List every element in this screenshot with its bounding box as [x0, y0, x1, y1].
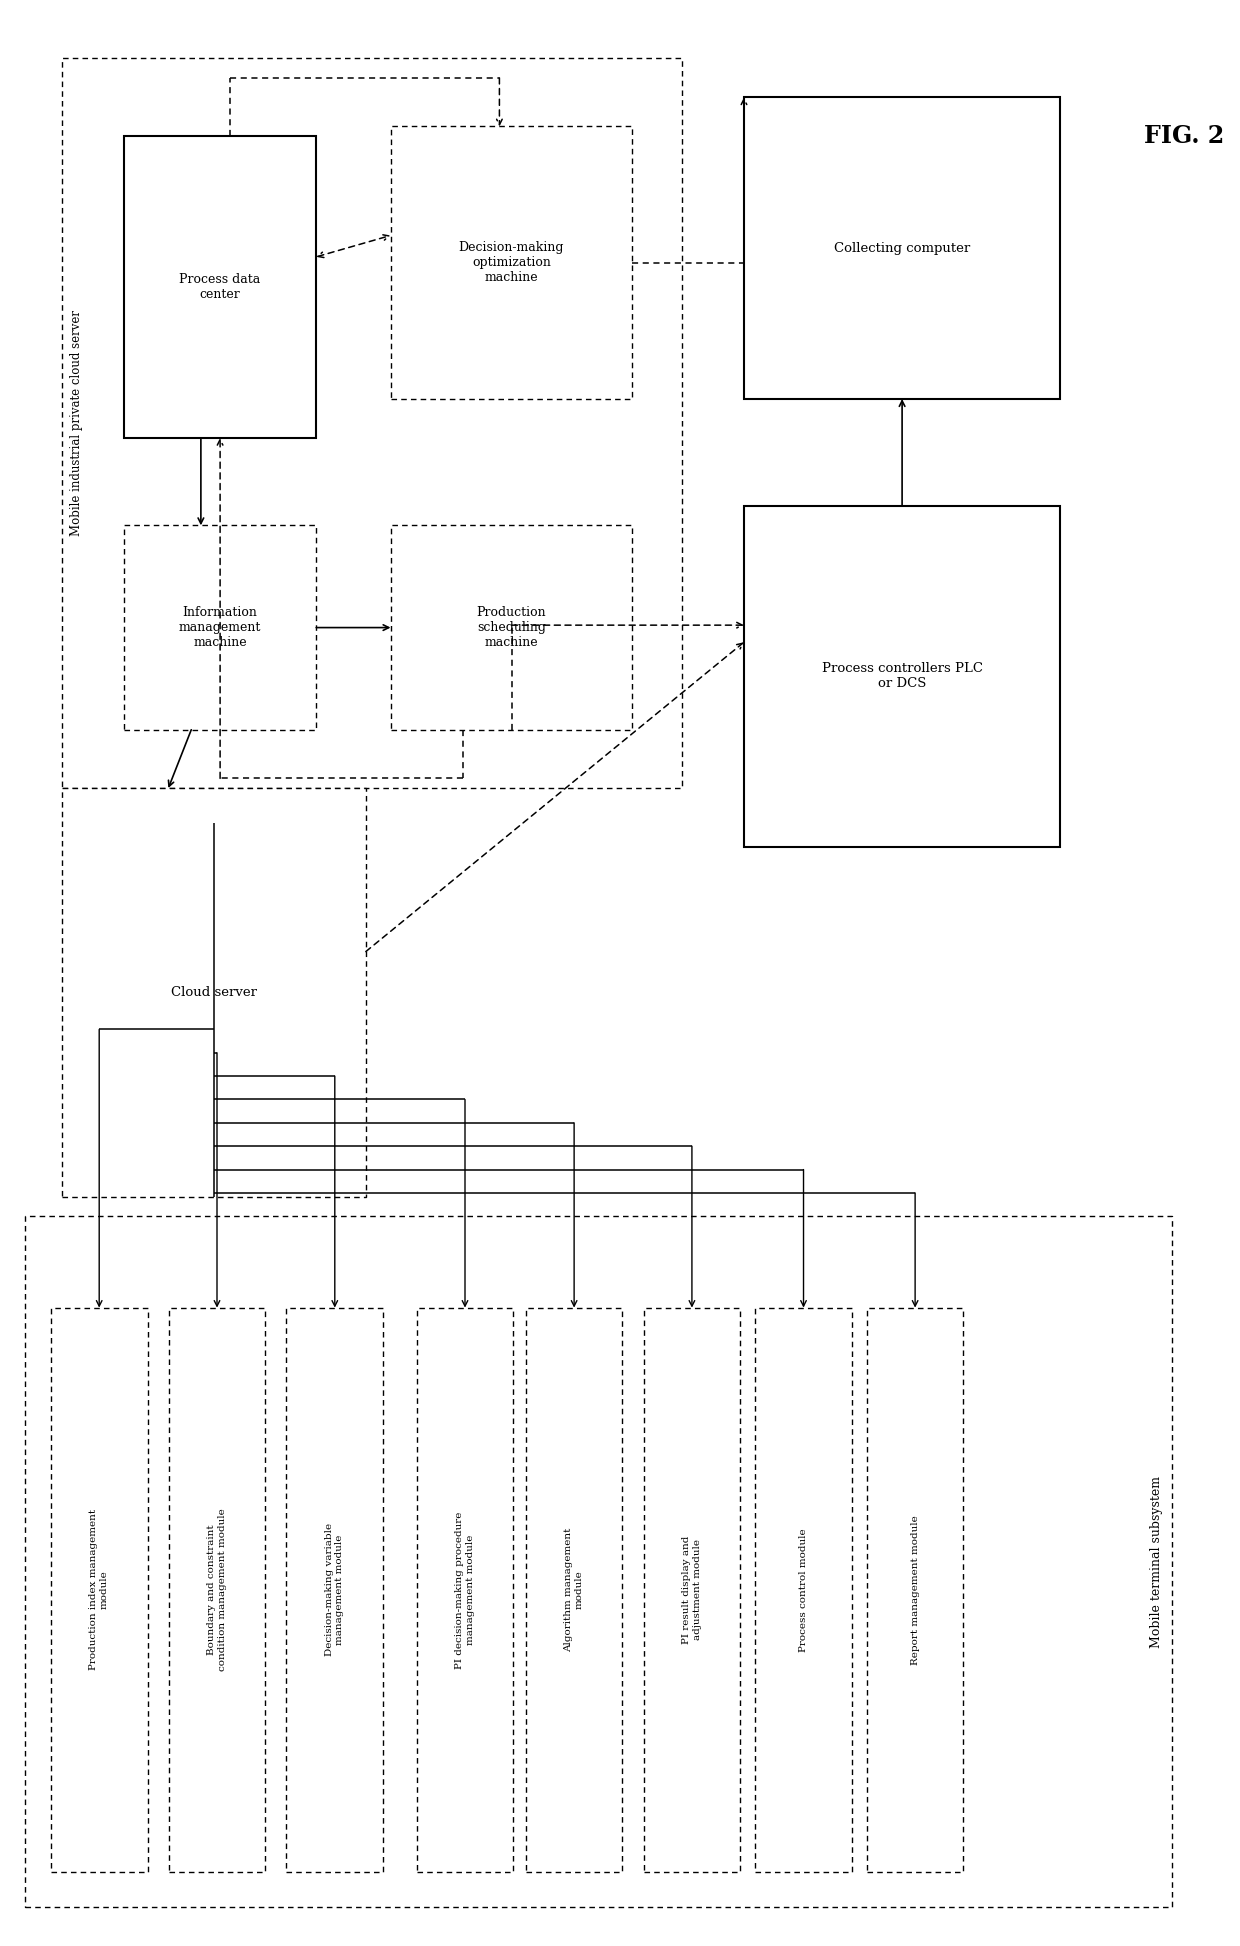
- Bar: [755, 1308, 852, 1872]
- Bar: [526, 1308, 622, 1872]
- Bar: [51, 1308, 148, 1872]
- Text: Cloud server: Cloud server: [171, 987, 257, 998]
- Text: FIG. 2: FIG. 2: [1145, 125, 1224, 148]
- Text: Process data
center: Process data center: [180, 272, 260, 302]
- Bar: [62, 788, 366, 1197]
- Bar: [417, 1308, 513, 1872]
- Text: Collecting computer: Collecting computer: [835, 241, 970, 255]
- Text: Mobile terminal subsystem: Mobile terminal subsystem: [1151, 1475, 1163, 1648]
- Text: Mobile industrial private cloud server: Mobile industrial private cloud server: [71, 309, 83, 537]
- Text: PI decision-making procedure
management module: PI decision-making procedure management …: [455, 1512, 475, 1668]
- Text: Process control module: Process control module: [799, 1528, 808, 1652]
- Bar: [391, 126, 632, 399]
- Text: Algorithm management
module: Algorithm management module: [564, 1528, 584, 1652]
- Bar: [744, 506, 1060, 847]
- Bar: [25, 1216, 1172, 1907]
- Bar: [391, 525, 632, 730]
- Text: Production index management
module: Production index management module: [89, 1510, 109, 1670]
- Text: Boundary and constraint
condition management module: Boundary and constraint condition manage…: [207, 1508, 227, 1672]
- Text: Report management module: Report management module: [910, 1516, 920, 1664]
- Text: Information
management
machine: Information management machine: [179, 605, 262, 650]
- Text: Process controllers PLC
or DCS: Process controllers PLC or DCS: [822, 662, 982, 691]
- Text: Production
scheduling
machine: Production scheduling machine: [476, 605, 547, 650]
- Bar: [169, 1308, 265, 1872]
- Bar: [124, 525, 316, 730]
- Text: Decision-making variable
management module: Decision-making variable management modu…: [325, 1524, 345, 1656]
- Bar: [867, 1308, 963, 1872]
- Bar: [744, 97, 1060, 399]
- Bar: [644, 1308, 740, 1872]
- Text: Decision-making
optimization
machine: Decision-making optimization machine: [459, 241, 564, 284]
- Bar: [286, 1308, 383, 1872]
- Bar: [62, 58, 682, 788]
- Bar: [124, 136, 316, 438]
- Text: PI result display and
adjustment module: PI result display and adjustment module: [682, 1535, 702, 1644]
